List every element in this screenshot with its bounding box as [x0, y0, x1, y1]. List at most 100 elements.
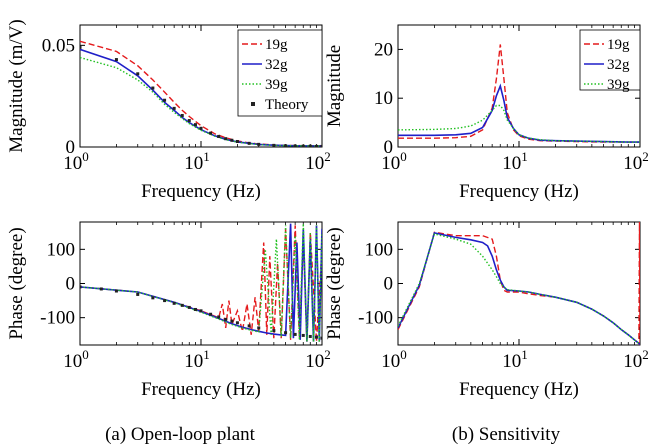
y-tick-label: 20: [374, 39, 393, 60]
data-point-theory: [301, 333, 305, 337]
data-point-theory: [136, 292, 140, 296]
data-point-theory: [114, 289, 118, 293]
x-tick-label: 100: [63, 347, 89, 372]
legend-label: 19g: [607, 37, 630, 53]
data-point-theory: [209, 131, 213, 135]
x-axis-label: Frequency (Hz): [141, 379, 261, 400]
y-axis-label: Magnitude: [324, 45, 345, 127]
data-point-theory: [151, 296, 155, 300]
legend-label: Theory: [265, 97, 309, 113]
data-point-theory: [199, 126, 203, 130]
x-axis-label: Frequency (Hz): [141, 181, 261, 202]
data-point-theory: [199, 309, 203, 313]
data-point-theory: [247, 141, 251, 145]
data-point-theory: [172, 106, 176, 110]
data-point-theory: [257, 142, 261, 146]
y-tick-label: 0: [384, 137, 394, 158]
legend-label: 19g: [265, 37, 288, 53]
data-point-theory: [272, 143, 276, 147]
data-point-theory: [224, 137, 228, 141]
x-tick-label: 102: [623, 347, 649, 372]
series-line-32g: [398, 231, 640, 345]
x-tick-label: 102: [305, 347, 331, 372]
data-point-theory: [284, 144, 288, 147]
data-point-theory: [314, 144, 318, 147]
x-tick-label: 102: [305, 149, 331, 174]
data-point-theory: [320, 336, 322, 340]
data-point-theory: [180, 113, 184, 117]
y-tick-label: 10: [374, 88, 393, 109]
data-point-theory: [217, 315, 221, 319]
y-tick-label: 0: [66, 274, 76, 295]
series-line-39g: [398, 104, 640, 143]
y-axis-label: Phase (degree): [6, 227, 27, 339]
data-point-theory: [320, 144, 322, 147]
y-tick-label: 100: [47, 239, 76, 260]
data-point-theory: [209, 312, 213, 316]
x-tick-label: 101: [502, 347, 528, 372]
data-point-theory: [301, 144, 305, 147]
plot-area: [398, 44, 640, 143]
data-point-theory: [172, 301, 176, 305]
data-point-theory: [314, 335, 318, 339]
data-point-theory: [193, 307, 197, 311]
series-line-19g: [398, 222, 640, 345]
legend-swatch: [251, 102, 255, 106]
y-tick-label: -100: [358, 308, 393, 329]
data-point-theory: [272, 329, 276, 333]
data-point-theory: [193, 123, 197, 127]
data-point-theory: [114, 58, 118, 62]
y-axis-label: Phase (degree): [324, 227, 345, 339]
y-tick-label: -100: [40, 308, 75, 329]
x-axis-label: Frequency (Hz): [459, 379, 579, 400]
data-point-theory: [180, 303, 184, 307]
plot-area: [80, 40, 322, 147]
data-point-theory: [224, 317, 228, 321]
data-point-theory: [293, 332, 297, 336]
y-tick-label: 0.05: [42, 35, 75, 56]
x-tick-label: 101: [184, 347, 210, 372]
data-point-theory: [163, 299, 167, 303]
data-point-theory: [151, 86, 155, 90]
y-tick-label: 0: [66, 137, 76, 158]
series-line-19g: [80, 225, 322, 342]
legend-label: 32g: [607, 57, 630, 73]
legend-box: [579, 29, 641, 91]
y-tick-label: 100: [365, 239, 394, 260]
x-tick-label: 100: [381, 347, 407, 372]
axes-frame: [397, 221, 641, 346]
x-tick-label: 101: [184, 149, 210, 174]
series-line-32g: [80, 223, 322, 342]
series-line-39g: [80, 223, 322, 343]
x-axis-label: Frequency (Hz): [459, 181, 579, 202]
data-point-theory: [308, 334, 312, 338]
series-line-32g: [398, 83, 640, 143]
data-point-theory: [80, 285, 82, 289]
series-line-39g: [398, 233, 640, 345]
data-point-theory: [235, 140, 239, 144]
series-line-39g: [80, 56, 322, 147]
legend: 19g 32g 39g: [579, 29, 641, 93]
y-tick-label: 0: [384, 274, 394, 295]
data-point-theory: [235, 321, 239, 325]
data-point-theory: [308, 144, 312, 147]
data-point-theory: [230, 138, 234, 142]
legend-label: 39g: [265, 77, 288, 93]
legend-label: 39g: [607, 77, 630, 93]
legend-label: 32g: [265, 57, 288, 73]
data-point-theory: [257, 326, 261, 330]
data-point-theory: [284, 331, 288, 335]
plot-area: [398, 222, 640, 345]
y-axis-label: Magnitude (m/V): [6, 19, 27, 153]
data-point-theory: [80, 45, 82, 49]
x-tick-label: 101: [502, 149, 528, 174]
data-point-theory: [187, 119, 191, 123]
chart-a-phase: 100 101 102 -100 0 100 Frequency (Hz) Phase (de…: [6, 221, 331, 400]
data-point-theory: [99, 287, 103, 291]
data-point-theory: [217, 134, 221, 138]
chart-b-phase: 100 101 102 -100 0 100 Frequency (Hz) Phase (de…: [324, 221, 649, 400]
data-point-theory: [163, 98, 167, 102]
